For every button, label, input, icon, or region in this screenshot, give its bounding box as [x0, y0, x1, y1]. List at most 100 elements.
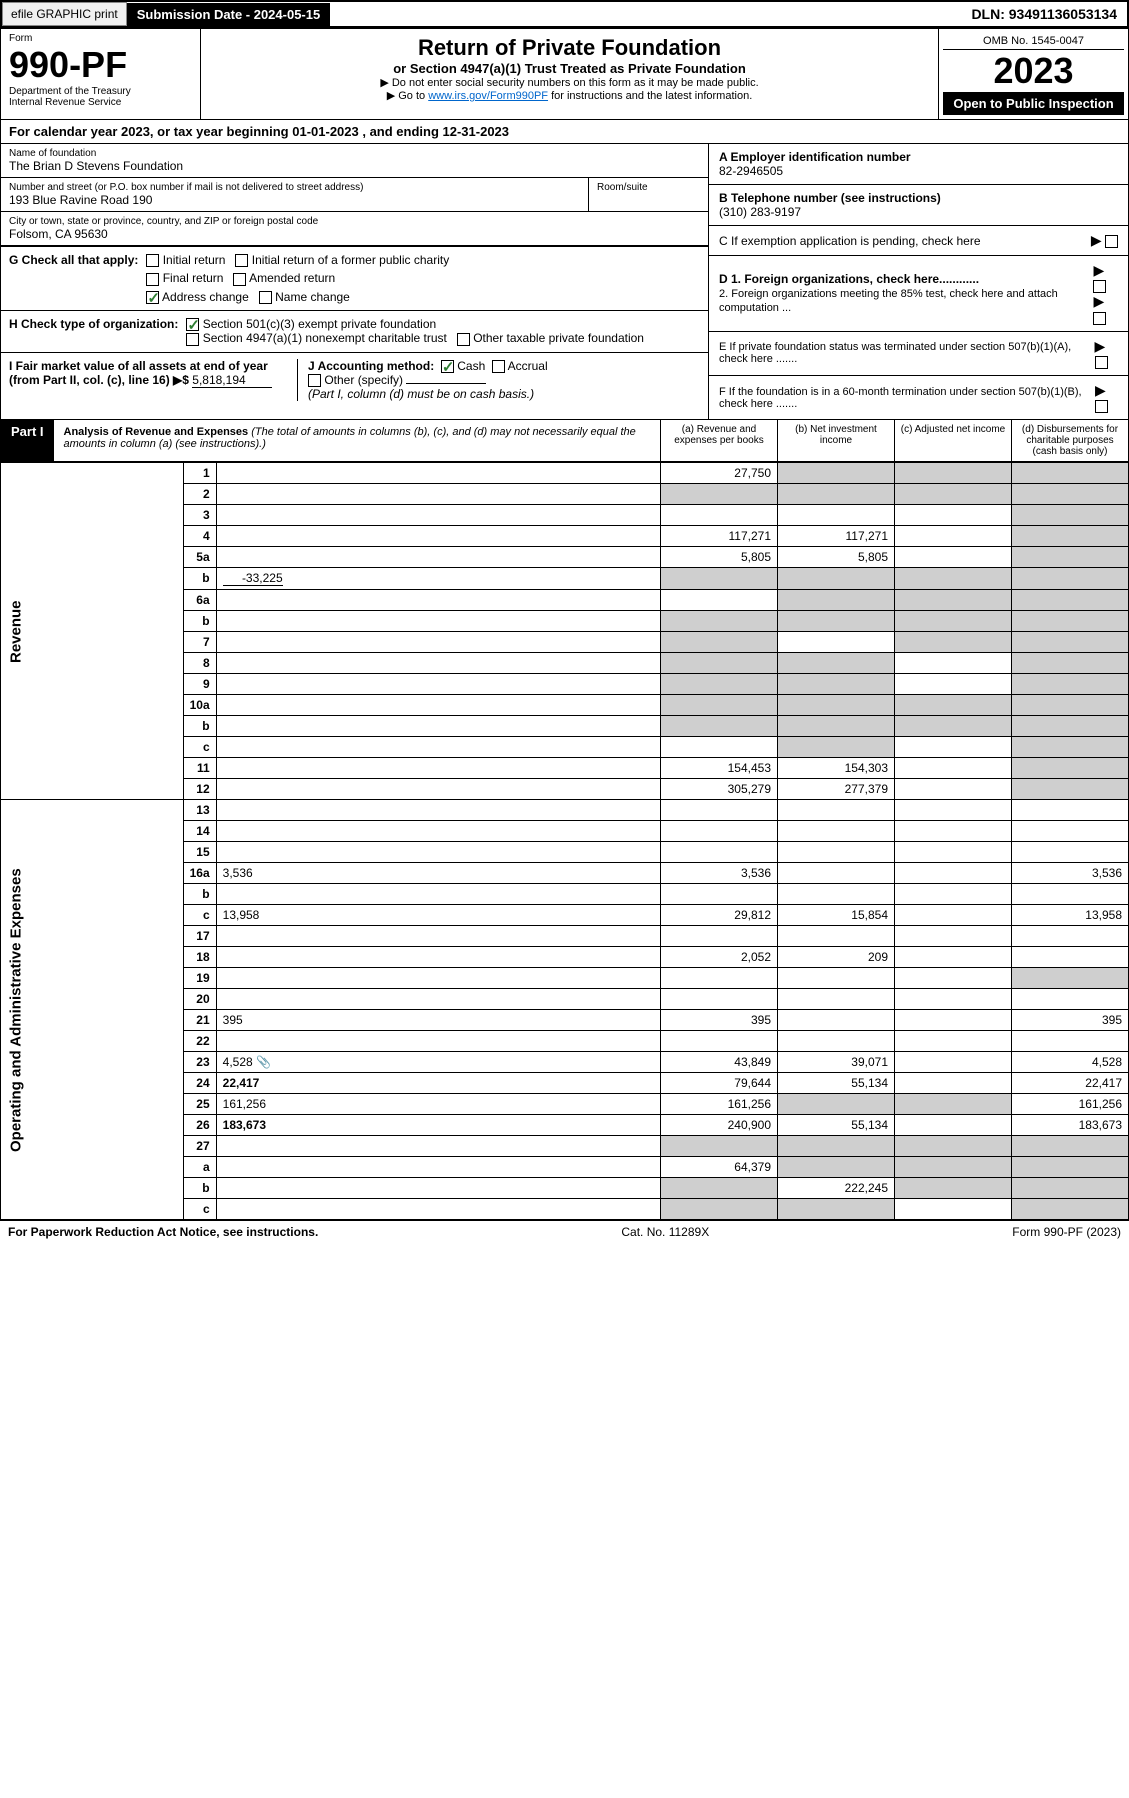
col-b-value [778, 737, 895, 758]
line-description [216, 800, 660, 821]
line-number: 10a [183, 695, 216, 716]
table-row: Operating and Administrative Expenses13 [1, 800, 1129, 821]
col-a-value [661, 653, 778, 674]
final-return-checkbox[interactable] [146, 273, 159, 286]
col-d-value [1012, 779, 1129, 800]
line-description [216, 926, 660, 947]
other-taxable-checkbox[interactable] [457, 333, 470, 346]
foreign-org-checkbox[interactable] [1093, 280, 1106, 293]
col-a-value [661, 1178, 778, 1199]
other-method-checkbox[interactable] [308, 374, 321, 387]
line-number: 27 [183, 1136, 216, 1157]
cash-checkbox[interactable] [441, 360, 454, 373]
room-cell: Room/suite [588, 178, 708, 211]
line-number: b [183, 611, 216, 632]
col-c-value [895, 737, 1012, 758]
address-change-checkbox[interactable] [146, 291, 159, 304]
col-d-value [1012, 947, 1129, 968]
col-b-value [778, 674, 895, 695]
col-d-value [1012, 842, 1129, 863]
col-a-value [661, 632, 778, 653]
line-number: c [183, 737, 216, 758]
phone-value: (310) 283-9197 [719, 205, 801, 219]
60month-checkbox[interactable] [1095, 400, 1108, 413]
exemption-pending-checkbox[interactable] [1105, 235, 1118, 248]
col-b-value [778, 1094, 895, 1115]
col-b-value [778, 505, 895, 526]
accrual-checkbox[interactable] [492, 360, 505, 373]
dept-label: Department of the Treasury [9, 86, 192, 97]
col-b-value [778, 590, 895, 611]
line-description [216, 968, 660, 989]
col-b-value [778, 568, 895, 590]
irs-label: Internal Revenue Service [9, 97, 192, 108]
col-c-value [895, 1178, 1012, 1199]
col-d-value [1012, 484, 1129, 505]
col-a-value [661, 590, 778, 611]
col-d-value: 13,958 [1012, 905, 1129, 926]
tax-year: 2023 [943, 50, 1124, 92]
form-title-block: Return of Private Foundation or Section … [201, 29, 938, 119]
col-d-value [1012, 989, 1129, 1010]
foreign-85-checkbox[interactable] [1093, 312, 1106, 325]
col-d-value: 4,528 [1012, 1052, 1129, 1073]
501c3-checkbox[interactable] [186, 318, 199, 331]
foundation-name-cell: Name of foundation The Brian D Stevens F… [1, 144, 708, 178]
col-d-value [1012, 611, 1129, 632]
g-check-row: G Check all that apply: Initial return I… [1, 246, 708, 310]
col-b-value [778, 1031, 895, 1052]
initial-former-checkbox[interactable] [235, 254, 248, 267]
name-change-checkbox[interactable] [259, 291, 272, 304]
col-c-value [895, 611, 1012, 632]
col-d-value: 3,536 [1012, 863, 1129, 884]
irs-link[interactable]: www.irs.gov/Form990PF [428, 90, 548, 102]
line-number: 1 [183, 463, 216, 484]
col-a-value: 240,900 [661, 1115, 778, 1136]
col-d-value [1012, 568, 1129, 590]
form-note1: ▶ Do not enter social security numbers o… [207, 76, 932, 89]
col-b-value [778, 926, 895, 947]
tax-begin: 01-01-2023 [292, 124, 359, 139]
col-d-value [1012, 653, 1129, 674]
col-d-value [1012, 505, 1129, 526]
col-d-value: 395 [1012, 1010, 1129, 1031]
table-row: Revenue127,750 [1, 463, 1129, 484]
col-a-value [661, 716, 778, 737]
ein-cell: A Employer identification number 82-2946… [709, 144, 1128, 185]
e-cell: E If private foundation status was termi… [709, 332, 1128, 376]
col-d-value [1012, 821, 1129, 842]
col-c-value [895, 674, 1012, 695]
col-d-value [1012, 758, 1129, 779]
4947-checkbox[interactable] [186, 333, 199, 346]
col-c-value [895, 989, 1012, 1010]
col-b-value: 55,134 [778, 1115, 895, 1136]
foundation-name: The Brian D Stevens Foundation [9, 159, 700, 173]
open-public-label: Open to Public Inspection [943, 92, 1124, 115]
line-description [216, 1136, 660, 1157]
col-b-value [778, 1010, 895, 1031]
amended-return-checkbox[interactable] [233, 273, 246, 286]
part1-label: Part I [1, 420, 54, 461]
col-b-value [778, 842, 895, 863]
col-a-value [661, 926, 778, 947]
col-b-value [778, 800, 895, 821]
terminated-checkbox[interactable] [1095, 356, 1108, 369]
col-b-value [778, 695, 895, 716]
col-b-value [778, 821, 895, 842]
col-a-value: 117,271 [661, 526, 778, 547]
col-c-value [895, 695, 1012, 716]
col-c-value [895, 716, 1012, 737]
form-header: Form 990-PF Department of the Treasury I… [0, 28, 1129, 120]
submission-date: Submission Date - 2024-05-15 [127, 3, 331, 26]
efile-label[interactable]: efile GRAPHIC print [2, 2, 127, 26]
col-b-value [778, 611, 895, 632]
col-c-value [895, 547, 1012, 568]
col-d-header: (d) Disbursements for charitable purpose… [1011, 420, 1128, 461]
initial-return-checkbox[interactable] [146, 254, 159, 267]
col-a-value [661, 1031, 778, 1052]
col-a-value [661, 800, 778, 821]
attachment-icon[interactable]: 📎 [256, 1055, 271, 1069]
col-b-value: 117,271 [778, 526, 895, 547]
col-a-value [661, 1199, 778, 1220]
col-c-value [895, 463, 1012, 484]
